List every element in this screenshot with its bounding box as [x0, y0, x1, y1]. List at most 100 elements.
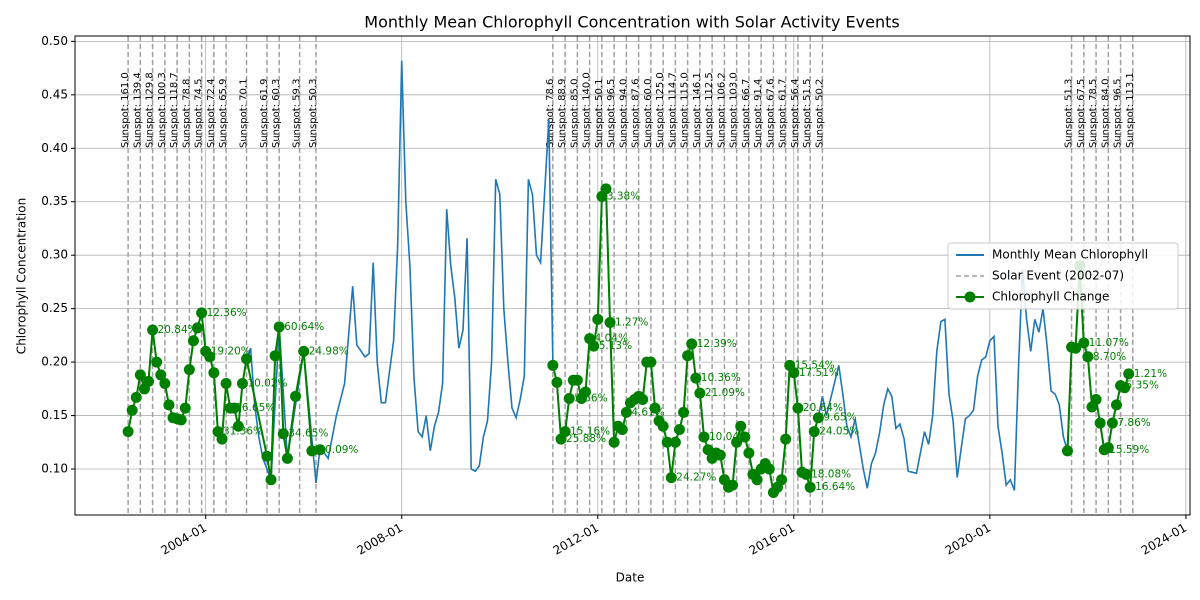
point: [604, 317, 616, 329]
data-label: 20.84%: [158, 324, 198, 336]
point: [727, 479, 739, 491]
point: [306, 445, 318, 457]
data-label: 19.20%: [211, 345, 251, 357]
point: [151, 356, 163, 368]
event-label: Sunspot: 94.0: [618, 79, 629, 148]
event-label: Sunspot: 60.0: [643, 79, 654, 148]
point: [580, 386, 592, 398]
event-label: Sunspot: 50.2: [814, 79, 825, 148]
point: [588, 340, 600, 352]
point: [620, 406, 632, 418]
point: [273, 321, 285, 333]
point: [637, 394, 649, 406]
event-label: Sunspot: 114.7: [667, 72, 678, 148]
point: [776, 474, 788, 486]
point: [1061, 445, 1073, 457]
data-label: 4.04%: [595, 333, 628, 345]
event-label: Sunspot: 88.9: [557, 79, 568, 148]
point: [563, 392, 575, 404]
event-label: Sunspot: 74.5: [194, 79, 205, 148]
event-label: Sunspot: 118.7: [169, 72, 180, 148]
point: [1090, 394, 1102, 406]
data-label: 0.09%: [325, 444, 358, 456]
point: [298, 345, 310, 357]
point: [1102, 442, 1114, 454]
point: [1078, 337, 1090, 349]
event-label: Sunspot: 100.3: [157, 72, 168, 148]
point: [265, 474, 277, 486]
y-tick-label: 0.20: [41, 355, 68, 369]
data-label: 11.07%: [1089, 337, 1129, 349]
data-label: 34.65%: [288, 428, 328, 440]
point: [616, 423, 628, 435]
point: [649, 402, 661, 414]
legend-label: Monthly Mean Chlorophyll: [992, 248, 1148, 262]
data-label: 5.13%: [599, 340, 632, 352]
data-label: 16.65%: [235, 402, 275, 414]
point: [290, 390, 302, 402]
legend-label: Chlorophyll Change: [992, 290, 1109, 304]
point: [600, 183, 612, 195]
point: [261, 450, 273, 462]
point: [143, 375, 155, 387]
point: [1094, 417, 1106, 429]
event-label: Sunspot: 113.1: [1125, 72, 1136, 148]
point: [665, 472, 677, 484]
point: [204, 351, 216, 363]
point: [735, 420, 747, 432]
point: [571, 374, 583, 386]
point: [694, 387, 706, 399]
data-label: 4.61%: [631, 406, 664, 418]
point: [314, 444, 326, 456]
point: [751, 474, 763, 486]
data-label: 9.65%: [823, 412, 856, 424]
data-label: 16.64%: [815, 481, 855, 493]
point: [126, 404, 138, 416]
data-label: 1.27%: [615, 317, 648, 329]
event-label: Sunspot: 65.9: [218, 79, 229, 148]
point: [792, 402, 804, 414]
point: [698, 431, 710, 443]
y-tick-label: 0.30: [41, 248, 68, 262]
point: [232, 420, 244, 432]
point: [657, 420, 669, 432]
event-label: Sunspot: 60.3: [271, 79, 282, 148]
event-label: Sunspot: 84.0: [1100, 79, 1111, 148]
point: [559, 426, 571, 438]
data-label: 12.36%: [207, 307, 247, 319]
point: [1119, 382, 1131, 394]
plot-frame: [74, 35, 1191, 516]
event-label: Sunspot: 85.0: [569, 79, 580, 148]
legend-box: [947, 242, 1179, 310]
data-label: 15.16%: [570, 426, 610, 438]
point: [673, 423, 685, 435]
point: [155, 369, 167, 381]
point: [134, 369, 146, 381]
point: [608, 436, 620, 448]
point: [763, 463, 775, 475]
legend: Monthly Mean Chlorophyll Solar Event (200…: [947, 242, 1179, 310]
point: [1106, 417, 1118, 429]
y-tick-label: 0.15: [41, 408, 68, 422]
data-label: 1.21%: [1134, 368, 1167, 380]
event-label: Sunspot: 50.1: [594, 79, 605, 148]
data-label: 17.51%: [799, 367, 839, 379]
event-label: Sunspot: 59.3: [292, 79, 303, 148]
event-label: Sunspot: 51.3: [1064, 79, 1075, 148]
event-label: Sunspot: 106.2: [716, 72, 727, 148]
y-tick-label: 0.50: [41, 34, 68, 48]
data-label: 10.04%: [709, 431, 749, 443]
data-label: 24.27%: [676, 472, 716, 484]
event-label: Sunspot: 115.0: [680, 72, 691, 148]
data-label: 10.02%: [247, 377, 287, 389]
event-label: Sunspot: 61.9: [259, 79, 270, 148]
event-label: Sunspot: 140.0: [582, 72, 593, 148]
data-label: 5.35%: [1126, 380, 1159, 392]
point: [1110, 399, 1122, 411]
event-label: Sunspot: 103.0: [729, 72, 740, 148]
point: [686, 338, 698, 350]
data-label: 25.88%: [566, 433, 606, 445]
point: [192, 322, 204, 334]
event-label: Sunspot: 125.0: [655, 72, 666, 148]
